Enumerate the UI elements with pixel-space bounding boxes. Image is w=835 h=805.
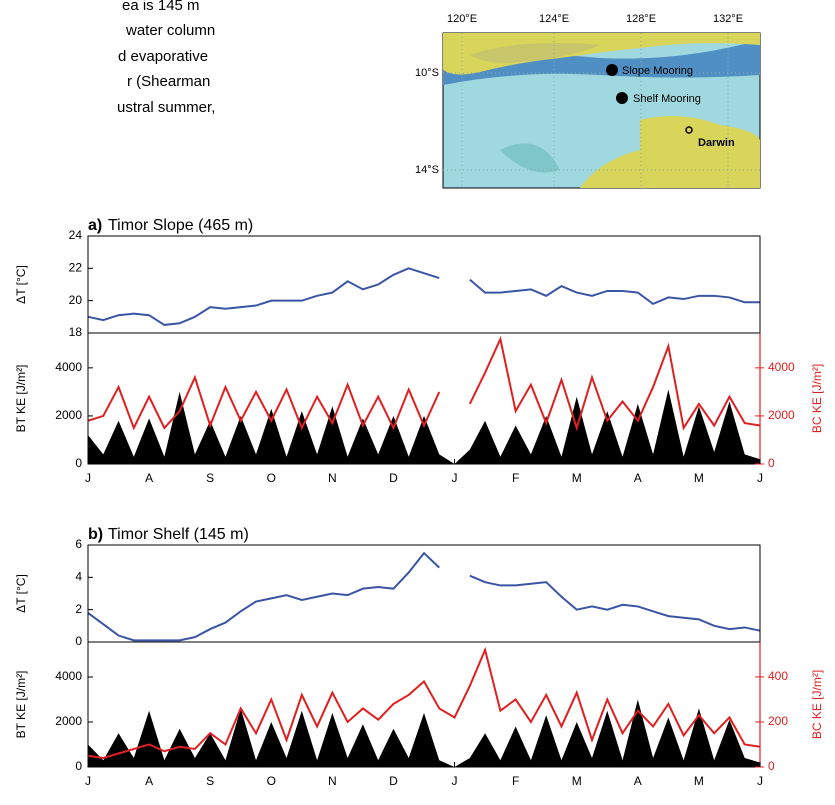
- y2-axis-label: BC KE [J/m²]: [810, 364, 824, 433]
- y2-tick-label: 0: [768, 456, 775, 470]
- y-tick-label: 24: [69, 228, 83, 242]
- x-tick-label: F: [512, 471, 519, 485]
- x-tick-label: J: [452, 471, 458, 485]
- x-tick-label: F: [512, 774, 519, 788]
- y2-tick-label: 0: [768, 759, 775, 773]
- x-tick-label: M: [572, 471, 582, 485]
- y-axis-label: BT KE [J/m²]: [14, 365, 28, 433]
- x-tick-label: S: [206, 471, 214, 485]
- mooring-marker: [616, 92, 628, 104]
- paper-line: d evaporative: [118, 48, 208, 65]
- y2-tick-label: 400: [768, 669, 788, 683]
- x-tick-label: O: [267, 471, 276, 485]
- x-tick-label: D: [389, 774, 398, 788]
- x-tick-label: J: [85, 774, 91, 788]
- y-tick-label: 2000: [55, 714, 82, 728]
- paper-line: ea is 145 m: [122, 0, 200, 14]
- y2-tick-label: 2000: [768, 408, 795, 422]
- site-label: Darwin: [698, 137, 735, 149]
- site-label: Slope Mooring: [622, 65, 693, 77]
- lon-label: 128°E: [626, 13, 656, 25]
- line: [88, 553, 760, 640]
- subplot: a) Timor Slope (465 m) 18 20 22 24 ΔT [°C]: [14, 217, 760, 339]
- panel-title: Timor Shelf (145 m): [108, 526, 249, 543]
- y-axis-label: ΔT [°C]: [14, 574, 28, 613]
- x-tick-label: A: [145, 471, 153, 485]
- lat-label: 14°S: [415, 164, 439, 176]
- y-tick-label: 4: [75, 570, 82, 584]
- map: 120°E 124°E 128°E 132°E 10°S 14°S Slope …: [415, 13, 760, 188]
- x-tick-label: O: [267, 774, 276, 788]
- x-tick-label: D: [389, 471, 398, 485]
- x-tick-label: J: [757, 774, 763, 788]
- y-tick-label: 0: [75, 456, 82, 470]
- x-tick-label: M: [572, 774, 582, 788]
- y-tick-label: 4000: [55, 669, 82, 683]
- lon-label: 124°E: [539, 13, 569, 25]
- y-axis-label: ΔT [°C]: [14, 265, 28, 304]
- y2-tick-label: 4000: [768, 360, 795, 374]
- y-tick-label: 22: [69, 261, 83, 275]
- axes-frame: [88, 545, 760, 642]
- paper-line: r (Shearman: [127, 73, 210, 90]
- paper-text: ea is 145 m water column d evaporative r…: [117, 0, 215, 116]
- x-tick-label: M: [694, 471, 704, 485]
- y2-axis-label: BC KE [J/m²]: [810, 670, 824, 739]
- panel-title: Timor Slope (465 m): [108, 217, 253, 234]
- line: [88, 268, 760, 325]
- x-tick-label: N: [328, 471, 337, 485]
- lon-label: 132°E: [713, 13, 743, 25]
- y-tick-label: 18: [69, 325, 83, 339]
- y2-tick-label: 200: [768, 714, 788, 728]
- y-tick-label: 20: [69, 293, 83, 307]
- lat-label: 10°S: [415, 67, 439, 79]
- y-tick-label: 4000: [55, 360, 82, 374]
- x-tick-label: N: [328, 774, 337, 788]
- x-tick-label: A: [634, 774, 642, 788]
- panel-label: b): [88, 526, 103, 543]
- y-tick-label: 0: [75, 634, 82, 648]
- x-tick-label: J: [85, 471, 91, 485]
- x-tick-label: A: [145, 774, 153, 788]
- x-tick-label: J: [452, 774, 458, 788]
- subplot: 0 2000 4000 0 200 400 J A S O N D J F M A M J BT KE [J/m²]…: [14, 642, 824, 788]
- paper-line: ustral summer,: [117, 99, 215, 116]
- y-axis-label: BT KE [J/m²]: [14, 671, 28, 739]
- area: [88, 699, 760, 767]
- figure: ea is 145 m water column d evaporative r…: [0, 0, 835, 800]
- panel-label: a): [88, 217, 102, 234]
- site-label: Shelf Mooring: [633, 93, 701, 105]
- x-tick-label: M: [694, 774, 704, 788]
- lon-label: 120°E: [447, 13, 477, 25]
- x-tick-label: S: [206, 774, 214, 788]
- y-tick-label: 6: [75, 537, 82, 551]
- mooring-marker: [606, 64, 618, 76]
- line: [88, 339, 760, 428]
- subplot: b) Timor Shelf (145 m) 0 2 4 6 ΔT [°C]: [14, 526, 760, 648]
- x-tick-label: A: [634, 471, 642, 485]
- paper-line: water column: [125, 22, 215, 39]
- x-tick-label: J: [757, 471, 763, 485]
- y-tick-label: 0: [75, 759, 82, 773]
- subplot: 0 2000 4000 0 2000 4000 J A S O N D J F M A M J BT KE [J/m…: [14, 333, 824, 485]
- y-tick-label: 2: [75, 602, 82, 616]
- y-tick-label: 2000: [55, 408, 82, 422]
